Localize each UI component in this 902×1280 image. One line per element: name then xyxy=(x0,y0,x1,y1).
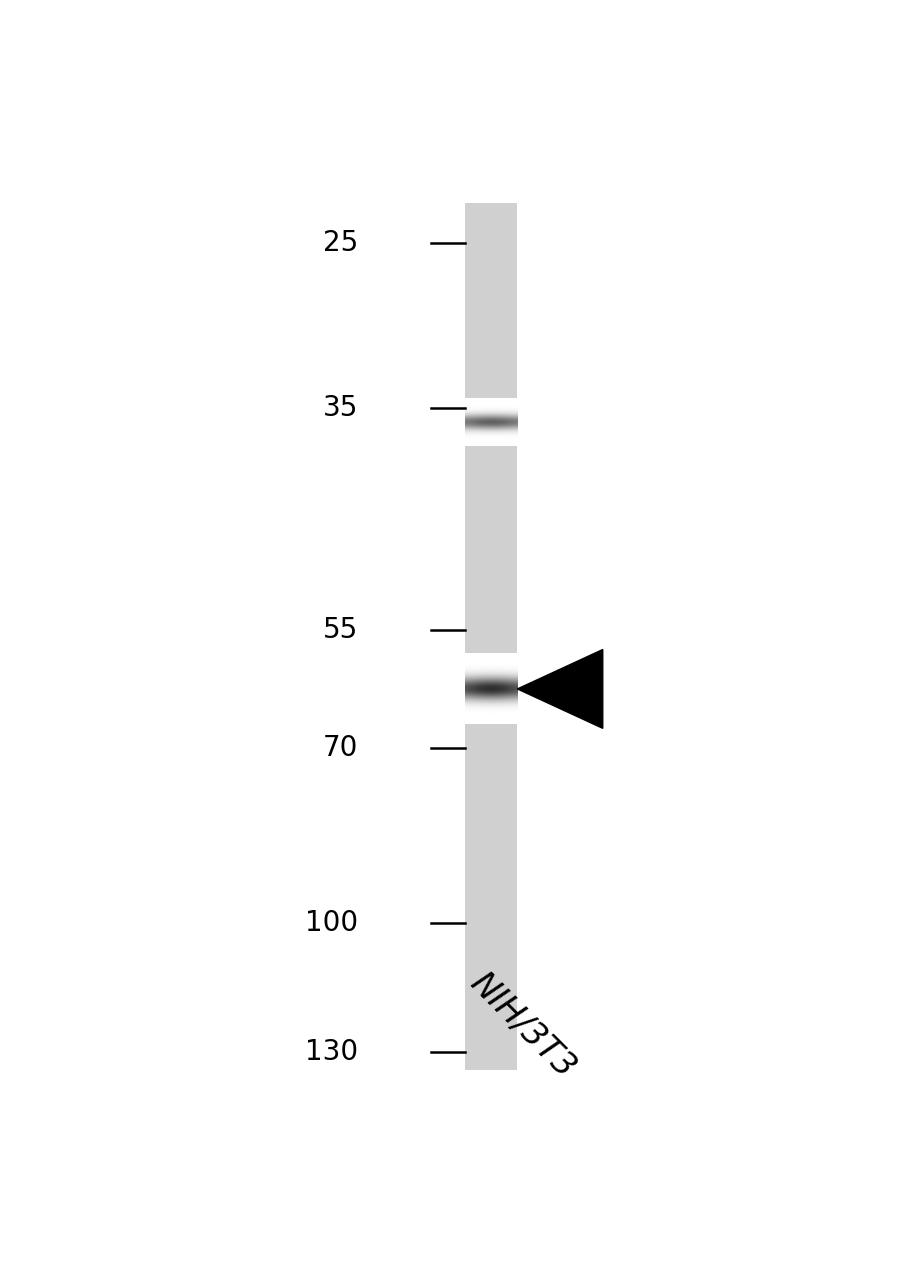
Text: 70: 70 xyxy=(322,735,357,763)
Text: 35: 35 xyxy=(322,394,357,422)
Text: NIH/3T3: NIH/3T3 xyxy=(463,966,581,1085)
Text: 100: 100 xyxy=(304,909,357,937)
Bar xyxy=(464,202,517,1070)
FancyArrow shape xyxy=(517,649,603,728)
Text: 130: 130 xyxy=(304,1038,357,1066)
Text: 55: 55 xyxy=(322,616,357,644)
Text: 25: 25 xyxy=(322,229,357,257)
